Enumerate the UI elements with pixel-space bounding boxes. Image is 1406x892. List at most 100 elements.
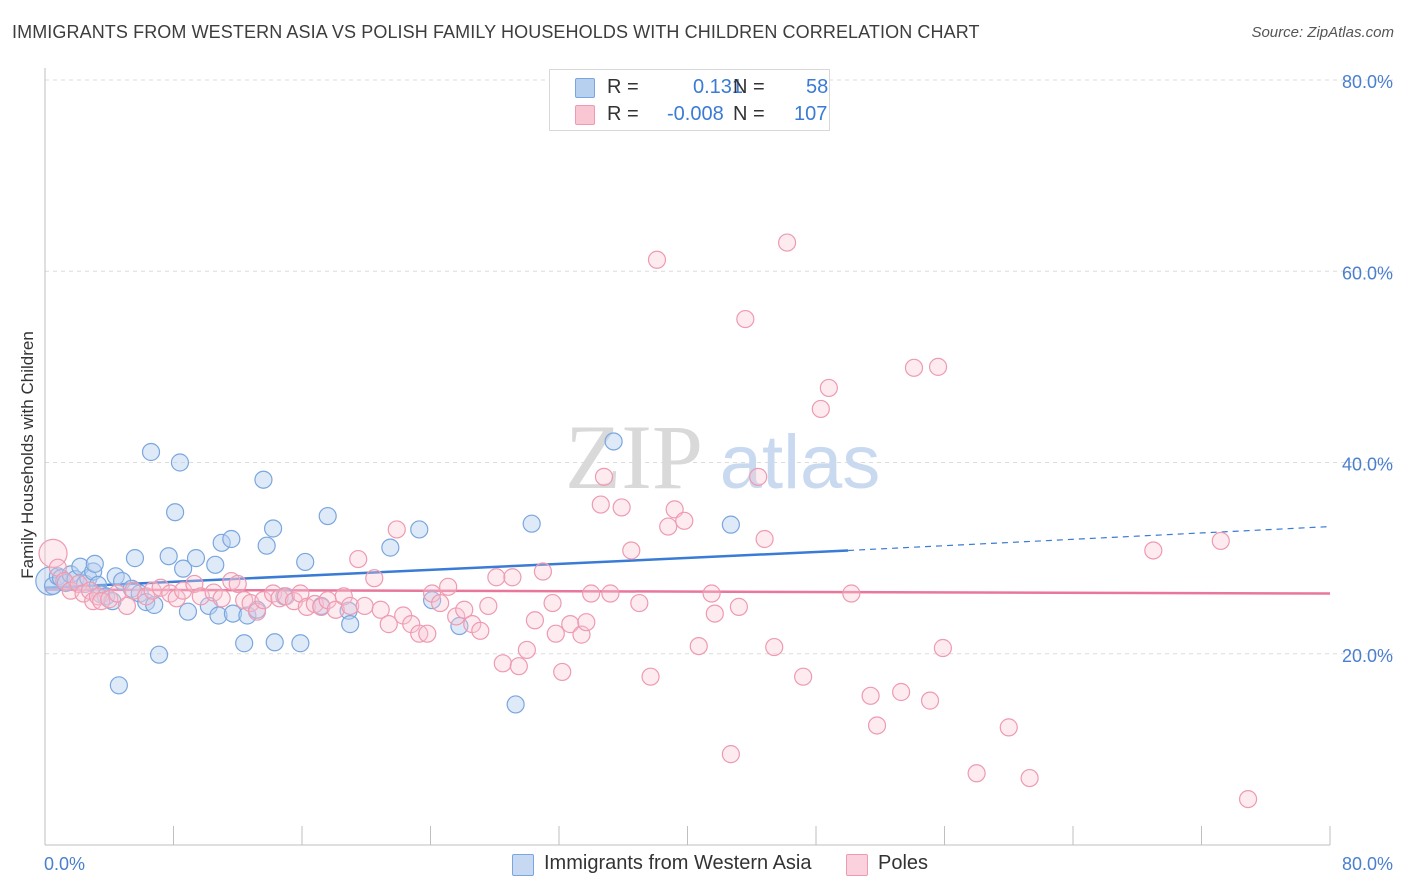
point-western-asia — [178, 602, 198, 621]
point-poles — [471, 621, 490, 640]
point-western-asia — [263, 519, 283, 538]
point-poles — [365, 569, 384, 588]
legend-n-value: 107 — [794, 103, 828, 125]
point-poles — [270, 589, 289, 608]
point-poles — [928, 357, 948, 376]
point-poles — [525, 611, 545, 630]
legend-n-value: 58 — [806, 76, 829, 98]
point-poles — [117, 596, 137, 616]
point-western-asia — [257, 536, 276, 555]
point-poles — [721, 745, 740, 764]
legend-r-label: R = — [607, 103, 639, 125]
point-poles — [577, 613, 596, 632]
point-poles — [212, 589, 231, 608]
point-western-asia — [604, 432, 623, 451]
point-poles — [601, 584, 620, 603]
point-poles — [659, 517, 678, 536]
point-poles — [749, 467, 768, 486]
point-poles — [967, 764, 986, 783]
point-western-asia — [721, 515, 740, 534]
x-tick-label: 80.0% — [1342, 854, 1393, 874]
point-poles — [455, 600, 474, 619]
point-western-asia — [85, 554, 104, 573]
point-poles — [379, 615, 398, 634]
watermark-zip: ZIP — [565, 406, 703, 508]
point-poles — [920, 691, 940, 710]
point-western-asia — [109, 676, 128, 695]
point-western-asia — [522, 514, 541, 533]
point-poles — [819, 378, 838, 398]
point-western-asia — [174, 559, 193, 578]
watermark-atlas: atlas — [720, 420, 881, 505]
point-poles — [487, 568, 506, 587]
point-western-asia — [186, 549, 206, 568]
correlation-legend: R = 0.131 N = 58 R = -0.008 N = 107 — [549, 69, 830, 131]
y-tick-label: 80.0% — [1342, 72, 1393, 92]
bottom-legend-label: Poles — [878, 852, 929, 874]
data-points — [35, 233, 1258, 809]
point-poles — [503, 568, 522, 587]
point-poles — [546, 624, 565, 643]
point-poles — [641, 667, 660, 686]
point-poles — [702, 584, 721, 603]
point-poles — [1211, 531, 1230, 551]
point-western-asia — [265, 633, 284, 652]
point-poles — [675, 511, 694, 530]
bottom-legend-swatch-blue — [512, 854, 534, 876]
point-western-asia — [235, 634, 254, 653]
point-poles — [431, 593, 450, 613]
point-western-asia — [254, 470, 273, 489]
point-poles — [794, 667, 813, 686]
point-western-asia — [318, 506, 337, 526]
point-poles — [765, 637, 784, 657]
point-poles — [174, 581, 193, 600]
legend-r-value: 0.131 — [693, 76, 744, 98]
legend-n-label: N = — [733, 76, 765, 98]
point-poles — [371, 600, 390, 619]
legend-swatch-blue — [575, 78, 595, 98]
point-western-asia — [222, 529, 241, 549]
point-western-asia — [341, 615, 360, 634]
point-western-asia — [209, 606, 228, 625]
point-poles — [842, 584, 861, 603]
point-poles — [904, 358, 924, 377]
point-poles — [349, 549, 368, 569]
point-poles — [933, 638, 952, 658]
legend-r-value: -0.008 — [667, 103, 724, 125]
point-poles — [247, 602, 267, 621]
point-western-asia — [506, 695, 525, 714]
point-poles — [630, 593, 649, 613]
point-western-asia — [159, 547, 178, 566]
point-poles — [439, 577, 458, 596]
point-western-asia — [84, 562, 103, 581]
point-poles — [38, 538, 68, 568]
bottom-legend-label: Immigrants from Western Asia — [544, 852, 812, 874]
point-poles — [493, 654, 512, 673]
legend-r-label: R = — [607, 76, 639, 98]
point-poles — [705, 604, 724, 623]
point-poles — [729, 597, 749, 616]
point-poles — [517, 640, 536, 660]
trend-lines — [44, 525, 1331, 595]
point-poles — [1238, 789, 1258, 809]
point-poles — [479, 596, 498, 616]
grid-lines — [45, 79, 1394, 655]
point-western-asia — [125, 549, 145, 568]
source-credit: Source: ZipAtlas.com — [1251, 24, 1394, 41]
point-poles — [892, 682, 911, 702]
point-poles — [999, 718, 1018, 737]
point-western-asia — [212, 533, 231, 552]
point-poles — [867, 716, 887, 735]
point-poles — [334, 587, 353, 606]
point-poles — [543, 593, 562, 613]
point-poles — [509, 657, 528, 676]
point-western-asia — [381, 538, 400, 557]
trend-line-western-asia — [44, 549, 849, 590]
point-poles — [533, 562, 553, 581]
point-poles — [553, 662, 572, 682]
chart-title: IMMIGRANTS FROM WESTERN ASIA VS POLISH F… — [12, 22, 980, 42]
point-poles — [561, 615, 580, 634]
trend-line-western-asia-extension — [848, 525, 1331, 552]
y-tick-label: 60.0% — [1342, 263, 1393, 283]
